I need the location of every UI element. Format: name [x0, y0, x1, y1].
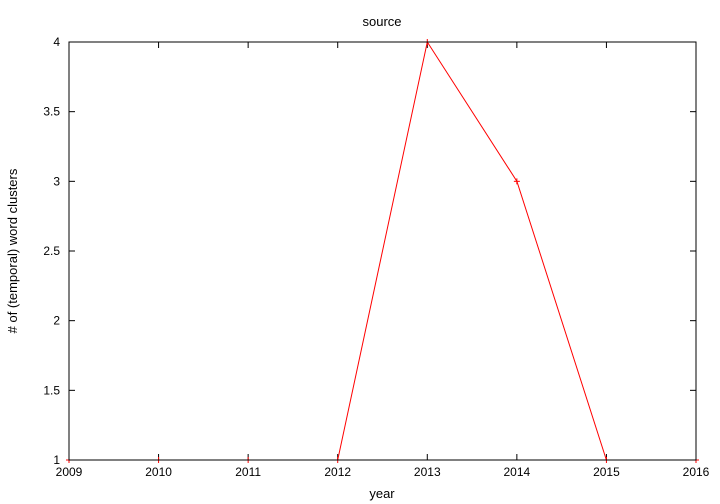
x-tick-label: 2015 [593, 465, 620, 479]
x-axis-label: year [369, 486, 395, 501]
y-tick-label: 4 [53, 35, 60, 49]
x-tick-label: 2010 [145, 465, 172, 479]
y-axis-label: # of (temporal) word clusters [5, 168, 20, 333]
chart-title: source [362, 14, 401, 29]
x-tick-label: 2012 [324, 465, 351, 479]
y-tick-label: 2.5 [43, 244, 60, 258]
x-tick-label: 2013 [414, 465, 441, 479]
x-tick-label: 2009 [56, 465, 83, 479]
x-tick-label: 2016 [683, 465, 710, 479]
y-tick-label: 1.5 [43, 383, 60, 397]
x-tick-label: 2014 [504, 465, 531, 479]
plot-frame [68, 41, 697, 461]
y-tick-label: 3.5 [43, 105, 60, 119]
y-tick-label: 3 [53, 174, 60, 188]
tick-labels: 2009 2010 2011 2012 2013 2014 2015 2016 1 1.5 2 2.5… [43, 35, 709, 479]
y-tick-label: 2 [53, 314, 60, 328]
data-point [513, 178, 520, 185]
x-tick-label: 2011 [235, 465, 261, 479]
y-tick-label: 1 [53, 453, 60, 467]
